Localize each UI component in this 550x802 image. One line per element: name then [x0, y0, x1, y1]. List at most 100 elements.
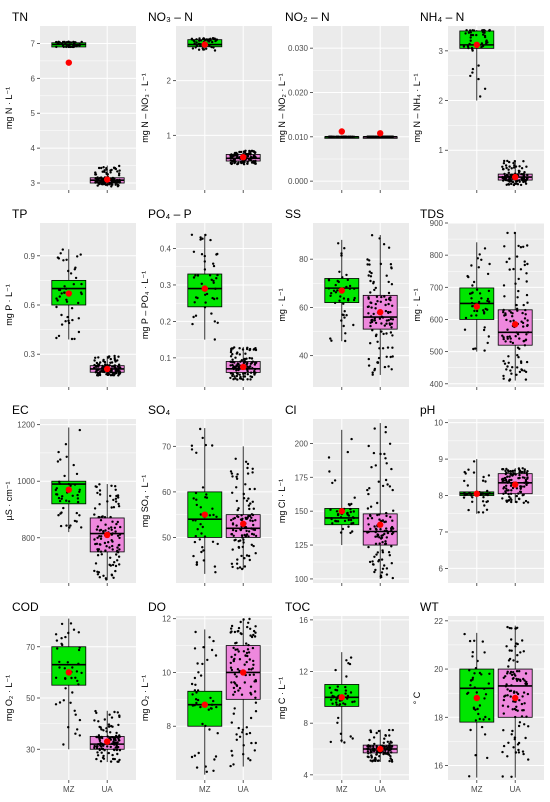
ua-data-point — [243, 663, 246, 666]
mz-data-point — [77, 631, 81, 634]
mz-data-point — [472, 29, 476, 32]
mz-data-point — [60, 511, 63, 514]
mz-data-point — [202, 646, 205, 649]
mz-data-point — [200, 532, 203, 535]
ua-data-point — [110, 369, 113, 372]
mz-data-point — [467, 508, 470, 512]
mz-data-point — [484, 492, 487, 496]
mz-data-point — [67, 269, 70, 273]
ua-data-point — [368, 487, 371, 490]
y-tick-label: 0.010 — [288, 133, 309, 142]
ua-data-point — [114, 497, 118, 500]
mz-data-point — [196, 662, 199, 665]
ua-data-point — [235, 374, 239, 378]
ua-data-point — [514, 335, 517, 338]
ua-data-point — [510, 182, 513, 186]
mz-data-point — [463, 328, 467, 331]
mz-data-point — [349, 510, 352, 514]
panel-po-p: PO₄ – P0.10.20.30.4mg P – PO₄ · L⁻¹ — [140, 207, 272, 390]
ua-data-point — [234, 377, 237, 380]
ua-data-point — [517, 477, 520, 480]
ua-data-point — [520, 368, 523, 371]
ua-data-point — [97, 743, 100, 746]
ua-data-point — [505, 260, 508, 264]
mz-data-point — [71, 691, 74, 694]
ua-data-point — [502, 284, 506, 287]
mz-data-point — [211, 444, 214, 447]
ua-data-point — [95, 485, 98, 489]
ua-data-point — [514, 751, 518, 754]
ua-data-point — [230, 749, 233, 753]
ua-data-point — [111, 520, 114, 523]
mz-data-point — [336, 685, 339, 688]
ua-data-point — [114, 564, 118, 568]
mz-data-point — [199, 238, 202, 241]
ua-data-point — [117, 760, 120, 763]
ua-data-point — [249, 627, 252, 630]
ua-data-point — [93, 363, 96, 367]
ua-data-point — [516, 692, 520, 696]
ua-data-point — [99, 361, 102, 364]
ua-data-point — [117, 180, 120, 183]
ua-data-point — [248, 487, 251, 491]
ua-data-point — [519, 246, 523, 249]
mz-data-point — [71, 494, 74, 497]
mz-data-point — [57, 496, 61, 500]
ua-data-point — [102, 574, 105, 577]
y-tick-label: 175 — [295, 473, 309, 482]
mz-data-point — [331, 696, 335, 699]
ua-data-point — [508, 335, 511, 338]
mz-data-point — [466, 484, 469, 487]
ua-data-point — [501, 168, 505, 171]
mz-data-point — [205, 493, 208, 496]
mz-data-point — [483, 349, 486, 352]
ua-mean-marker — [240, 363, 247, 371]
mz-data-point — [336, 697, 339, 700]
ua-data-point — [502, 479, 506, 482]
ua-data-point — [243, 565, 247, 568]
ua-data-point — [113, 526, 117, 529]
mz-data-point — [62, 699, 65, 702]
ua-data-point — [512, 166, 516, 169]
mz-data-point — [335, 510, 339, 513]
ua-data-point — [94, 709, 97, 713]
ua-data-point — [230, 153, 233, 156]
ua-data-point — [505, 166, 508, 170]
ua-data-point — [514, 645, 517, 648]
ua-data-point — [509, 472, 512, 475]
ua-data-point — [510, 733, 513, 736]
mz-data-point — [55, 336, 58, 340]
mz-data-point — [215, 297, 219, 300]
panel-title: pH — [420, 403, 435, 417]
ua-data-point — [513, 182, 516, 186]
ua-data-point — [370, 271, 373, 275]
ua-data-point — [373, 570, 376, 574]
mz-data-point — [58, 295, 61, 298]
ua-data-point — [116, 546, 119, 549]
mz-data-point — [197, 48, 201, 51]
ua-data-point — [372, 312, 375, 316]
ua-data-point — [249, 155, 253, 159]
ua-data-point — [502, 336, 505, 339]
mz-data-point — [327, 287, 331, 290]
mz-data-point — [63, 474, 66, 478]
mz-data-point — [76, 255, 79, 258]
mz-data-point — [477, 64, 480, 67]
ua-data-point — [233, 158, 236, 162]
ua-data-point — [390, 529, 393, 532]
ua-mean-marker — [377, 521, 384, 528]
mz-data-point — [349, 531, 352, 535]
mz-data-point — [211, 507, 214, 510]
ua-data-point — [503, 172, 506, 176]
ua-data-point — [229, 661, 232, 665]
mz-mean-marker — [338, 694, 345, 701]
ua-data-point — [501, 334, 504, 337]
panel-background — [448, 26, 544, 190]
ua-data-point — [389, 299, 392, 302]
ua-data-point — [252, 528, 255, 531]
ua-data-point — [105, 171, 108, 174]
ua-data-point — [503, 245, 506, 248]
mz-data-point — [56, 647, 59, 650]
ua-data-point — [502, 337, 505, 341]
